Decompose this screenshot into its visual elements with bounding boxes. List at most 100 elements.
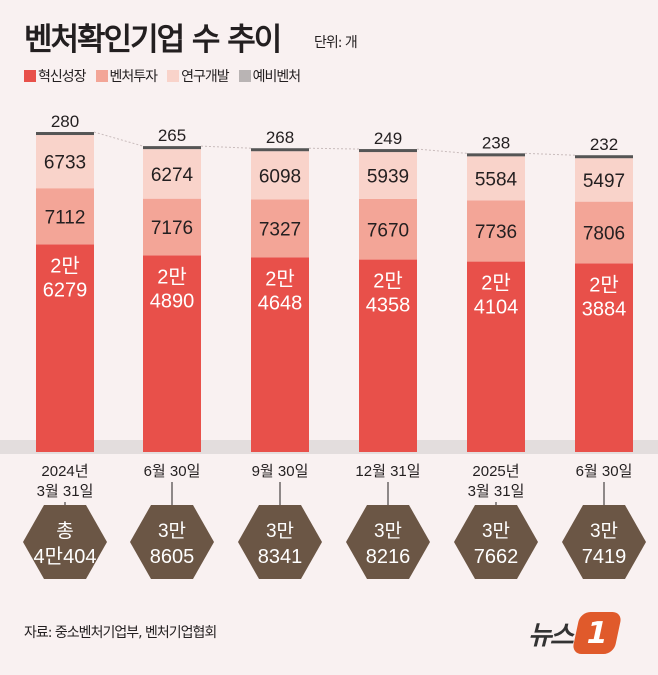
legend-label: 혁신성장: [38, 69, 87, 85]
legend: 혁신성장 벤처투자 연구개발 예비벤처: [24, 66, 302, 86]
bar-value-label: 268: [266, 128, 294, 147]
total-hexagon: [562, 505, 646, 579]
total-label: 3만: [482, 520, 510, 542]
bar-value-label: 7736: [475, 222, 517, 243]
bar-value-label: 6279: [43, 279, 88, 301]
legend-item: 연구개발: [167, 66, 230, 86]
bar-segment-연구개발: [143, 149, 201, 199]
dotted-guide-line: [524, 152, 576, 156]
bar-value-label: 238: [482, 133, 510, 152]
bar-value-label: 4890: [150, 290, 195, 312]
bar-value-label: 232: [590, 135, 618, 154]
total-label: 8341: [258, 546, 303, 568]
bar-segment-혁신성장: [575, 263, 633, 452]
category-label: 2024년: [41, 463, 88, 480]
category-label: 3월 31일: [37, 483, 94, 500]
total-label: 3만: [158, 520, 186, 542]
category-label: 2025년: [472, 463, 519, 480]
bar-value-label: 265: [158, 126, 186, 145]
news1-logo: 뉴스 1: [528, 612, 623, 654]
bar-segment-벤처투자: [251, 199, 309, 258]
category-label: 12월 31일: [355, 463, 420, 480]
bar-segment-예비벤처: [575, 155, 633, 159]
bar-value-label: 5939: [367, 167, 409, 188]
bar-value-label: 6733: [44, 153, 86, 174]
category-label: 3월 31일: [468, 483, 525, 500]
bar-value-label: 4648: [258, 292, 303, 314]
legend-swatch: [167, 70, 180, 82]
bar-value-label: 2만: [373, 270, 403, 293]
legend-swatch: [24, 70, 36, 82]
dotted-guide-line: [416, 148, 468, 154]
bar-segment-연구개발: [36, 135, 94, 189]
legend-swatch: [95, 70, 108, 82]
bar-value-label: 2만: [50, 254, 80, 277]
dotted-guide-line: [93, 131, 144, 147]
total-hexagon: [346, 505, 430, 579]
total-label: 8605: [150, 546, 195, 568]
legend-item: 벤처투자: [95, 66, 159, 86]
bar-value-label: 2만: [589, 273, 619, 296]
bar-segment-연구개발: [467, 156, 525, 201]
bar-segment-혁신성장: [143, 255, 201, 452]
bar-value-label: 4358: [366, 295, 411, 317]
total-hexagon: [238, 505, 322, 579]
bar-value-label: 280: [51, 112, 79, 131]
legend-label: 예비벤처: [252, 69, 302, 85]
bar-segment-연구개발: [251, 151, 309, 200]
legend-label: 벤처투자: [109, 69, 159, 85]
bar-value-label: 6098: [259, 166, 301, 187]
bar-value-label: 2만: [157, 265, 187, 288]
total-hexagon: [23, 505, 107, 579]
bar-value-label: 4104: [474, 297, 519, 319]
bar-segment-혁신성장: [359, 259, 417, 452]
legend-label: 연구개발: [181, 69, 230, 85]
bar-value-label: 7112: [45, 207, 86, 228]
bar-segment-예비벤처: [359, 149, 417, 153]
bar-segment-예비벤처: [251, 148, 309, 152]
category-label: 6월 30일: [144, 463, 201, 480]
category-label: 9월 30일: [252, 463, 309, 480]
bar-segment-벤처투자: [575, 201, 633, 264]
bar-value-label: 7176: [151, 218, 193, 239]
bar-segment-예비벤처: [143, 146, 201, 150]
bar-value-label: 7327: [259, 219, 301, 240]
category-label: 6월 30일: [576, 463, 633, 480]
bar-segment-예비벤처: [36, 132, 94, 136]
legend-item: 혁신성장: [24, 66, 87, 86]
total-label: 3만: [266, 520, 294, 542]
dotted-guide-line: [308, 147, 360, 150]
dotted-guide-line: [200, 145, 252, 149]
bar-value-label: 5497: [583, 171, 625, 192]
source-note: 자료: 중소벤처기업부, 벤처기업협회: [24, 625, 217, 641]
bar-value-label: 249: [374, 129, 402, 148]
chart-title: 벤처확인기업 수 추이: [24, 22, 282, 58]
bar-segment-혁신성장: [251, 257, 309, 452]
bar-value-label: 3884: [582, 298, 627, 320]
total-hexagon: [454, 505, 538, 579]
total-label: 4만404: [34, 545, 97, 568]
ground-band: [0, 440, 658, 454]
total-label: 7662: [474, 546, 519, 568]
total-label: 8216: [366, 546, 411, 568]
bar-segment-벤처투자: [467, 200, 525, 262]
legend-swatch: [238, 70, 251, 82]
bar-segment-연구개발: [359, 152, 417, 199]
bar-value-label: 7806: [583, 223, 625, 244]
total-label: 3만: [374, 520, 402, 542]
total-label: 3만: [590, 520, 618, 542]
bar-value-label: 7670: [367, 220, 409, 241]
bar-segment-벤처투자: [359, 198, 417, 260]
bar-value-label: 2만: [265, 267, 295, 290]
bar-segment-혁신성장: [36, 244, 94, 452]
total-label: 7419: [582, 546, 627, 568]
bar-segment-혁신성장: [467, 261, 525, 452]
bar-segment-벤처투자: [143, 198, 201, 256]
bar-segment-예비벤처: [467, 153, 525, 157]
bar-segment-벤처투자: [36, 188, 94, 245]
total-hexagon: [130, 505, 214, 579]
unit-label: 단위: 개: [314, 35, 358, 51]
bar-value-label: 2만: [481, 272, 511, 295]
